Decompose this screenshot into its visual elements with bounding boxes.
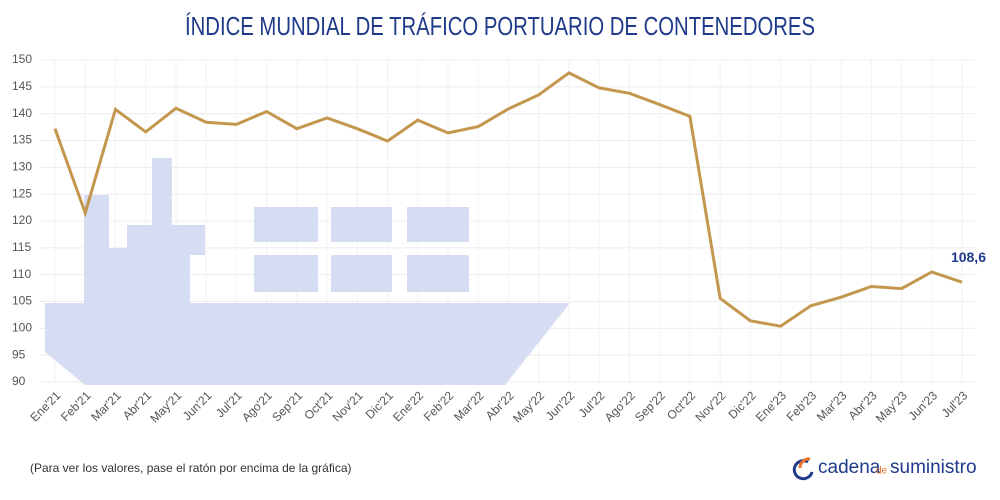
logo-icon [798, 457, 811, 469]
x-tick-label: Nov'22 [692, 388, 728, 424]
x-tick-label: Ene'21 [27, 388, 63, 424]
x-tick-label: Jun'23 [905, 388, 940, 423]
y-tick-label: 120 [12, 213, 32, 227]
y-tick-label: 90 [12, 374, 26, 388]
chart-title: ÍNDICE MUNDIAL DE TRÁFICO PORTUARIO DE C… [185, 11, 815, 41]
x-tick-label: Jun'22 [543, 388, 578, 423]
y-tick-label: 125 [12, 186, 32, 200]
y-tick-label: 115 [12, 240, 31, 254]
y-tick-label: 110 [12, 267, 31, 281]
y-tick-label: 150 [12, 52, 32, 66]
x-tick-label: Ago'21 [239, 388, 275, 424]
y-tick-label: 95 [12, 347, 26, 361]
y-tick-label: 100 [12, 321, 32, 335]
y-tick-label: 130 [12, 160, 32, 174]
ship-illustration [45, 158, 570, 385]
logo-text: suministro [890, 457, 977, 478]
x-tick-label: May'21 [147, 388, 184, 425]
x-tick-label: Oct'21 [301, 388, 335, 422]
x-tick-label: Nov'21 [330, 388, 366, 424]
x-tick-label: Mar'23 [814, 388, 850, 424]
logo: cadena de suministro [792, 457, 977, 481]
x-tick-label: Sep'22 [632, 388, 668, 424]
y-tick-label: 105 [12, 294, 32, 308]
x-tick-label: Feb'21 [58, 388, 94, 424]
y-tick-label: 135 [12, 133, 32, 147]
logo-icon [792, 459, 814, 481]
x-tick-label: Oct'22 [664, 388, 698, 422]
x-tick-label: Feb'22 [421, 388, 457, 424]
logo-text: de [876, 466, 888, 477]
footer-note: (Para ver los valores, pase el ratón por… [30, 461, 352, 475]
logo-text: cadena [818, 457, 881, 478]
y-tick-label: 140 [12, 106, 32, 120]
x-tick-label: Ene'22 [390, 388, 426, 424]
x-tick-label: May'22 [510, 388, 547, 425]
x-tick-label: Jun'21 [180, 388, 215, 423]
x-tick-label: Mar'21 [88, 388, 124, 424]
x-tick-label: May'23 [873, 388, 910, 425]
y-tick-label: 145 [12, 79, 32, 93]
value-label: 108,6 [951, 249, 986, 265]
x-tick-label: Ago'22 [602, 388, 638, 424]
x-tick-label: Mar'22 [451, 388, 487, 424]
x-tick-label: Feb'23 [784, 388, 820, 424]
line [53, 71, 963, 328]
x-tick-label: Jul'23 [939, 388, 971, 420]
x-tick-label: Ene'23 [753, 388, 789, 424]
x-tick-label: Sep'21 [269, 388, 305, 424]
